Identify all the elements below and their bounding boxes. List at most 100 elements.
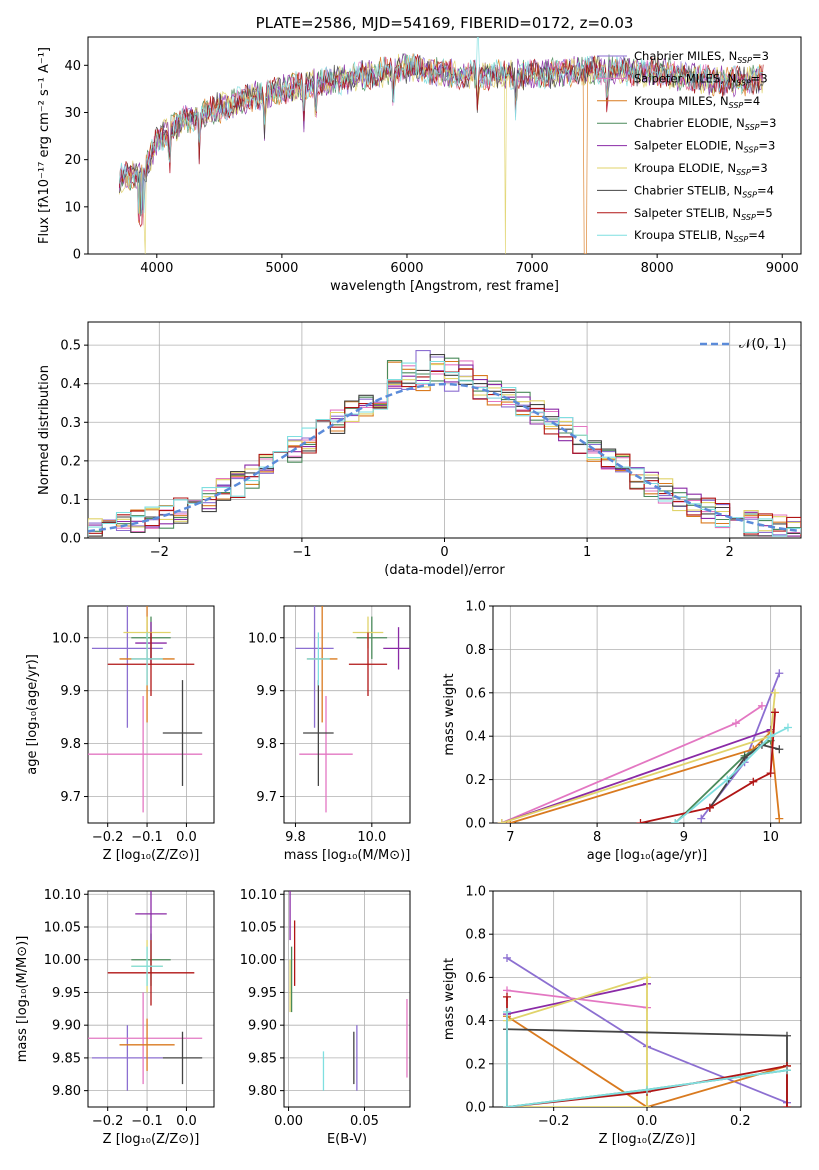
y-tick-label: 10.0 <box>248 631 277 646</box>
weight-line <box>501 705 763 823</box>
x-tick-label: 6000 <box>390 261 423 276</box>
x-axis-label: Z [log₁₀(Z/Z⊙)] <box>599 1132 696 1147</box>
y-tick-label: 9.90 <box>248 1019 277 1034</box>
legend-entry: Kroupa ELODIE, NSSP=3 <box>634 161 768 177</box>
plot-area <box>497 669 792 823</box>
weight-line <box>501 692 776 823</box>
x-tick-label: 8000 <box>641 261 674 276</box>
plot-area <box>88 891 203 1091</box>
y-tick-label: 10.05 <box>240 921 277 936</box>
legend-entry: Chabrier ELODIE, NSSP=3 <box>634 116 776 132</box>
normal-reference-curve <box>88 382 801 533</box>
x-tick-label: −0.2 <box>92 1114 124 1129</box>
axes-age_vs_mass: 9.8 10.0 9.7 9.8 9.9 10.0 mass [log₁₀(M/M⊙)] <box>248 605 411 863</box>
x-tick-label: 0.2 <box>730 1114 751 1129</box>
weight-marker <box>705 803 714 812</box>
weight-line <box>510 729 781 823</box>
x-tick-label: 9.8 <box>285 830 306 845</box>
y-tick-label: 0.8 <box>465 643 486 658</box>
y-tick-label: 0.2 <box>60 454 81 469</box>
y-tick-label: 9.8 <box>256 737 277 752</box>
x-tick-label: 10 <box>762 830 779 845</box>
axes-mass_vs_Z: −0.2 −0.1 0.0 9.80 9.85 9.90 9.95 10.00 10.05 10.… <box>15 888 215 1147</box>
y-tick-label: 10.00 <box>240 953 277 968</box>
weight-marker <box>783 1031 791 1040</box>
plot-area <box>295 606 410 813</box>
x-tick-label: −2 <box>150 545 169 560</box>
legend-entry: Salpeter MILES, NSSP=3 <box>634 71 768 87</box>
spectrum-line <box>118 53 764 226</box>
y-tick-label: 10.00 <box>44 953 81 968</box>
x-axis-label: mass [log₁₀(M/M⊙)] <box>284 848 411 863</box>
y-tick-label: 9.80 <box>52 1084 81 1099</box>
weight-marker <box>643 1085 651 1094</box>
y-tick-label: 0.8 <box>465 928 486 943</box>
weight-marker <box>503 1103 511 1107</box>
axes-weight_vs_age: 7 8 9 10 0.0 0.2 0.4 0.6 0.8 1.0 age [log₁₀(age/yr… <box>442 600 802 863</box>
weight-marker <box>636 819 645 823</box>
x-axis-label: Z [log₁₀(Z/Z⊙)] <box>103 1132 200 1147</box>
y-tick-label: 9.7 <box>60 790 81 805</box>
y-tick-label: 9.7 <box>256 790 277 805</box>
x-tick-label: 0.05 <box>350 1114 379 1129</box>
axes-frame <box>87 321 802 539</box>
y-tick-label: 9.85 <box>248 1051 277 1066</box>
y-tick-label: 10.10 <box>240 888 277 903</box>
plot-area <box>118 37 764 254</box>
weight-marker <box>783 1103 791 1107</box>
y-tick-label: 0.1 <box>60 493 81 508</box>
legend-entry: Chabrier STELIB, NSSP=4 <box>634 183 774 199</box>
y-tick-label: 9.95 <box>52 986 81 1001</box>
y-axis-label: Flux [fλ10⁻¹⁷ erg cm⁻² s⁻¹ A⁻¹] <box>37 47 52 244</box>
y-tick-label: 9.90 <box>52 1019 81 1034</box>
axes-frame <box>87 605 215 824</box>
weight-line <box>674 726 789 823</box>
y-tick-label: 10.05 <box>44 921 81 936</box>
y-tick-label: 10 <box>64 200 81 215</box>
y-tick-label: 1.0 <box>465 600 486 615</box>
x-tick-label: 0.00 <box>274 1114 303 1129</box>
x-tick-label: 7000 <box>516 261 549 276</box>
weight-marker <box>775 669 784 678</box>
legend-entry: Kroupa MILES, NSSP=4 <box>634 94 760 110</box>
legend: Chabrier MILES, NSSP=3 Salpeter MILES, NS… <box>597 49 776 244</box>
y-tick-label: 0.2 <box>465 1057 486 1072</box>
y-tick-label: 0 <box>73 248 81 263</box>
y-tick-label: 10.10 <box>44 888 81 903</box>
y-axis-label: Normed distribution <box>37 365 52 495</box>
weight-marker <box>697 814 706 823</box>
y-tick-label: 0.0 <box>465 817 486 832</box>
y-tick-label: 0.0 <box>465 1101 486 1116</box>
legend-entry: Salpeter STELIB, NSSP=5 <box>634 206 773 222</box>
x-axis-label: (data-model)/error <box>384 563 505 578</box>
weight-marker <box>770 688 779 697</box>
y-tick-label: 9.9 <box>256 684 277 699</box>
x-tick-label: 9 <box>680 830 688 845</box>
x-tick-label: −0.2 <box>538 1114 570 1129</box>
weight-line <box>506 1012 788 1107</box>
y-tick-label: 0.4 <box>465 1014 486 1029</box>
spectrum-line <box>118 37 764 215</box>
weight-line <box>506 1015 788 1107</box>
weight-marker <box>740 753 749 762</box>
y-tick-label: 40 <box>64 59 81 74</box>
weight-line <box>506 976 648 1107</box>
y-tick-label: 0.6 <box>465 686 486 701</box>
weight-marker <box>749 777 758 786</box>
x-axis-label: E(B-V) <box>327 1132 367 1147</box>
axes-age_vs_Z: −0.2 −0.1 0.0 9.7 9.8 9.9 10.0 Z [log₁₀(Z/Z⊙)] a… <box>25 605 215 863</box>
x-tick-label: −0.1 <box>131 830 163 845</box>
y-axis-label: mass [log₁₀(M/M⊙)] <box>15 936 30 1063</box>
spectrum-line <box>118 54 764 228</box>
axes-residuals: −2 −1 0 1 2 0.0 0.1 0.2 0.3 0.4 0.5 (data-model)/er… <box>37 321 802 578</box>
weight-marker <box>766 769 775 778</box>
x-tick-label: 5000 <box>265 261 298 276</box>
axes-frame <box>283 890 411 1108</box>
weight-marker <box>723 775 732 784</box>
x-tick-label: −1 <box>292 545 311 560</box>
weight-marker <box>731 719 740 728</box>
x-tick-label: 1 <box>583 545 591 560</box>
y-tick-label: 1.0 <box>465 885 486 900</box>
y-tick-label: 9.85 <box>52 1051 81 1066</box>
